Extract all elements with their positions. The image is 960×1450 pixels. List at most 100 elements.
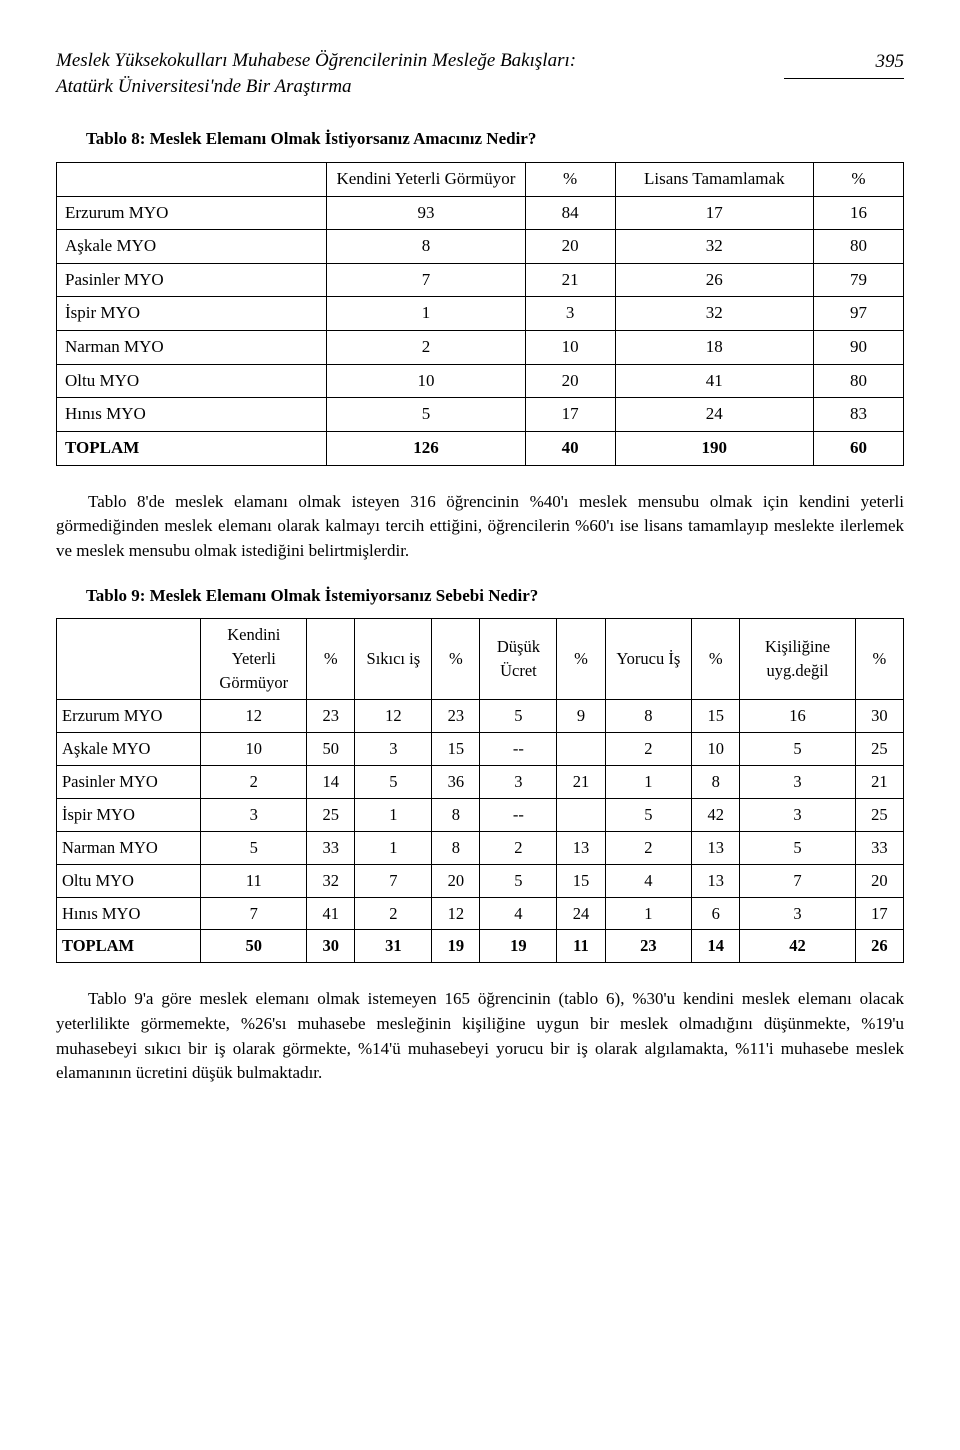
table-cell: 33	[855, 831, 903, 864]
table-cell: 5	[201, 831, 307, 864]
table-cell: 24	[615, 398, 813, 432]
table-cell: 10	[201, 732, 307, 765]
table-cell: 40	[525, 432, 615, 466]
table-cell: 9	[557, 700, 605, 733]
table9-col-pct3: %	[557, 619, 605, 700]
table-cell: 24	[557, 897, 605, 930]
table-cell: 6	[692, 897, 740, 930]
table-cell: 4	[480, 897, 557, 930]
table-cell: İspir MYO	[57, 297, 327, 331]
table-cell: 1	[355, 831, 432, 864]
table9-col-pct1: %	[307, 619, 355, 700]
table-row: Oltu MYO1132720515413720	[57, 864, 904, 897]
title-line-1: Meslek Yüksekokulları Muhabese Öğrencile…	[56, 50, 576, 71]
table9-col-pct5: %	[855, 619, 903, 700]
table-cell: 3	[480, 765, 557, 798]
table9-col-empty	[57, 619, 201, 700]
table9-col-yorucu: Yorucu İş	[605, 619, 692, 700]
table-cell: 3	[740, 897, 855, 930]
table-cell: 19	[480, 930, 557, 963]
paragraph-after-table9: Tablo 9'a göre meslek elemanı olmak iste…	[56, 987, 904, 1086]
table-cell: 2	[355, 897, 432, 930]
table-cell: 7	[740, 864, 855, 897]
article-running-title: Meslek Yüksekokulları Muhabese Öğrencile…	[56, 48, 764, 99]
table-cell: 36	[432, 765, 480, 798]
table-cell: 23	[432, 700, 480, 733]
table-cell: 190	[615, 432, 813, 466]
table-cell: 7	[355, 864, 432, 897]
table-cell: 5	[740, 831, 855, 864]
table-cell: 26	[615, 263, 813, 297]
table-cell: Oltu MYO	[57, 364, 327, 398]
table-cell: TOPLAM	[57, 432, 327, 466]
table-cell: 8	[432, 831, 480, 864]
table-cell: 10	[525, 331, 615, 365]
table-cell: 1	[605, 765, 692, 798]
table-cell: Narman MYO	[57, 331, 327, 365]
table-cell: 13	[692, 864, 740, 897]
table-cell: 50	[201, 930, 307, 963]
table-row: Aşkale MYO1050315--210525	[57, 732, 904, 765]
table-cell: 13	[692, 831, 740, 864]
table-cell: 42	[692, 798, 740, 831]
table-cell: 3	[355, 732, 432, 765]
table8-col-pct1: %	[525, 162, 615, 196]
table-cell: 5	[480, 864, 557, 897]
table-cell: 11	[201, 864, 307, 897]
table-cell: 2	[201, 765, 307, 798]
paragraph-after-table8: Tablo 8'de meslek elamanı olmak isteyen …	[56, 490, 904, 564]
table-cell: 26	[855, 930, 903, 963]
table8-header-row: Kendini Yeterli Görmüyor % Lisans Tamaml…	[57, 162, 904, 196]
table-cell: 8	[432, 798, 480, 831]
table-cell: TOPLAM	[57, 930, 201, 963]
table-row: İspir MYO133297	[57, 297, 904, 331]
table-row: Pasinler MYO7212679	[57, 263, 904, 297]
table-cell: 32	[615, 230, 813, 264]
table-cell: 3	[740, 765, 855, 798]
table-cell: 20	[525, 230, 615, 264]
table-cell: 18	[615, 331, 813, 365]
table8-col-pct2: %	[813, 162, 903, 196]
table-cell: 32	[615, 297, 813, 331]
table-row: Erzurum MYO93841716	[57, 196, 904, 230]
table-cell: 3	[525, 297, 615, 331]
table-cell: 23	[605, 930, 692, 963]
table-cell: 16	[740, 700, 855, 733]
table-cell: 21	[525, 263, 615, 297]
table-row: Hınıs MYO5172483	[57, 398, 904, 432]
table-cell	[557, 798, 605, 831]
table9-col-dusuk: Düşük Ücret	[480, 619, 557, 700]
table-cell: 30	[307, 930, 355, 963]
table8-caption: Tablo 8: Meslek Elemanı Olmak İstiyorsan…	[86, 127, 904, 152]
table-cell: 90	[813, 331, 903, 365]
table-cell: 41	[615, 364, 813, 398]
table-cell: 3	[740, 798, 855, 831]
table-cell: 25	[855, 732, 903, 765]
table-row: Aşkale MYO8203280	[57, 230, 904, 264]
table-cell: 31	[355, 930, 432, 963]
table-cell: 3	[201, 798, 307, 831]
table8: Kendini Yeterli Görmüyor % Lisans Tamaml…	[56, 162, 904, 466]
table-cell: Erzurum MYO	[57, 196, 327, 230]
table9-caption: Tablo 9: Meslek Elemanı Olmak İstemiyors…	[86, 584, 904, 609]
table-cell: 15	[692, 700, 740, 733]
table9-col-sikici: Sıkıcı iş	[355, 619, 432, 700]
table-cell: 1	[327, 297, 525, 331]
table-cell: 4	[605, 864, 692, 897]
table9-col-kendini: Kendini Yeterli Görmüyor	[201, 619, 307, 700]
table-cell: 20	[525, 364, 615, 398]
table-cell: 11	[557, 930, 605, 963]
table-cell: 10	[692, 732, 740, 765]
table-cell: 60	[813, 432, 903, 466]
table-row: Oltu MYO10204180	[57, 364, 904, 398]
table-cell: 23	[307, 700, 355, 733]
table-cell: 2	[327, 331, 525, 365]
table-row: Hınıs MYO74121242416317	[57, 897, 904, 930]
table-row: Narman MYO2101890	[57, 331, 904, 365]
table-cell: 93	[327, 196, 525, 230]
table-cell: 14	[307, 765, 355, 798]
table-cell: Narman MYO	[57, 831, 201, 864]
table-cell: İspir MYO	[57, 798, 201, 831]
table-cell: 80	[813, 364, 903, 398]
table-cell	[557, 732, 605, 765]
